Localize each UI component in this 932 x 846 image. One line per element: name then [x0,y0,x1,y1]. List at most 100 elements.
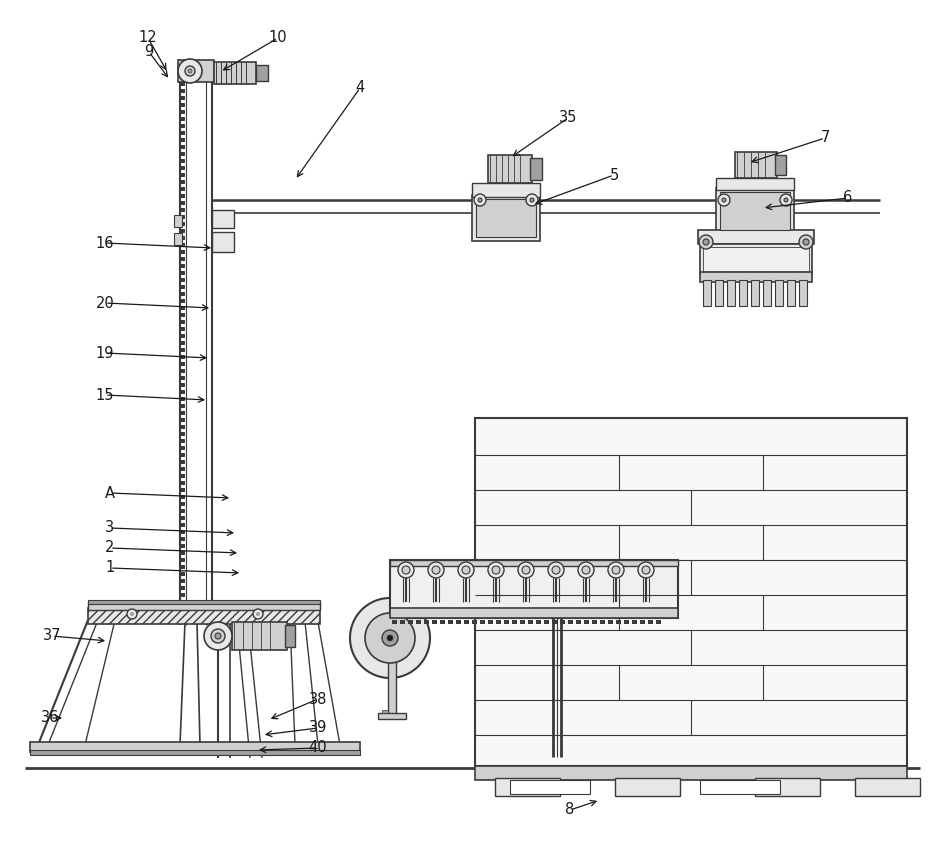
Bar [181,138,185,142]
Circle shape [530,198,534,202]
Bar [727,280,735,306]
Bar [181,439,185,443]
Circle shape [350,598,430,678]
Text: 40: 40 [308,740,327,755]
Circle shape [722,198,726,202]
Bar [475,766,907,780]
Circle shape [365,613,415,663]
Text: 3: 3 [105,520,115,536]
Bar [30,750,360,755]
Bar [775,155,786,175]
Bar [703,280,711,306]
Text: 9: 9 [144,45,154,59]
Text: 20: 20 [96,295,115,310]
Circle shape [127,609,137,619]
Bar [181,446,185,450]
Bar [181,362,185,366]
Text: 36: 36 [41,711,60,726]
Bar [382,710,388,713]
Bar [181,348,185,352]
Bar [181,418,185,422]
Bar [181,453,185,457]
Bar [424,620,429,624]
Bar [703,247,809,271]
Bar [181,593,185,597]
Bar [181,264,185,268]
Bar [181,327,185,331]
Bar [181,229,185,233]
Circle shape [803,239,809,245]
Bar [504,620,509,624]
Text: 37: 37 [43,629,62,644]
Bar [530,158,542,180]
Bar [390,608,678,618]
Circle shape [458,562,474,578]
Bar [700,272,812,282]
Bar [181,614,185,618]
Circle shape [462,566,470,574]
Bar [181,558,185,562]
Bar [181,341,185,345]
Circle shape [799,235,813,249]
Bar [475,418,907,766]
Bar [181,299,185,303]
Bar [488,155,532,183]
Bar [181,376,185,380]
Circle shape [784,198,788,202]
Bar [181,467,185,471]
Bar [181,411,185,415]
Bar [181,278,185,282]
Bar [763,280,771,306]
Bar [512,620,517,624]
Bar [616,620,621,624]
Bar [648,620,653,624]
Bar [181,124,185,128]
Bar [440,620,445,624]
Text: 2: 2 [105,541,115,556]
Circle shape [204,622,232,650]
Text: 39: 39 [308,721,327,735]
Bar [181,572,185,576]
Text: 19: 19 [96,345,115,360]
Bar [480,620,485,624]
Bar [408,620,413,624]
Circle shape [488,562,504,578]
Bar [181,586,185,590]
Text: 16: 16 [96,235,115,250]
Circle shape [188,69,192,73]
Bar [488,620,493,624]
Circle shape [432,566,440,574]
Bar [496,620,501,624]
Text: 5: 5 [610,168,619,183]
Bar [181,89,185,93]
Bar [181,306,185,310]
Bar [700,244,812,274]
Bar [181,495,185,499]
Bar [181,313,185,317]
Text: 38: 38 [308,691,327,706]
Bar [576,620,581,624]
Text: 15: 15 [96,387,115,403]
Bar [212,232,234,252]
Bar [720,192,790,230]
Bar [181,432,185,436]
Bar [181,397,185,401]
Bar [735,152,777,178]
Bar [855,778,920,796]
Bar [775,280,783,306]
Bar [700,780,780,794]
Circle shape [703,239,709,245]
Bar [495,778,560,796]
Circle shape [780,194,792,206]
Circle shape [608,562,624,578]
Bar [400,620,405,624]
Bar [416,620,421,624]
Bar [472,620,477,624]
Bar [88,600,320,604]
Bar [181,208,185,212]
Bar [181,152,185,156]
Circle shape [492,566,500,574]
Bar [181,236,185,240]
Bar [552,620,557,624]
Circle shape [552,566,560,574]
